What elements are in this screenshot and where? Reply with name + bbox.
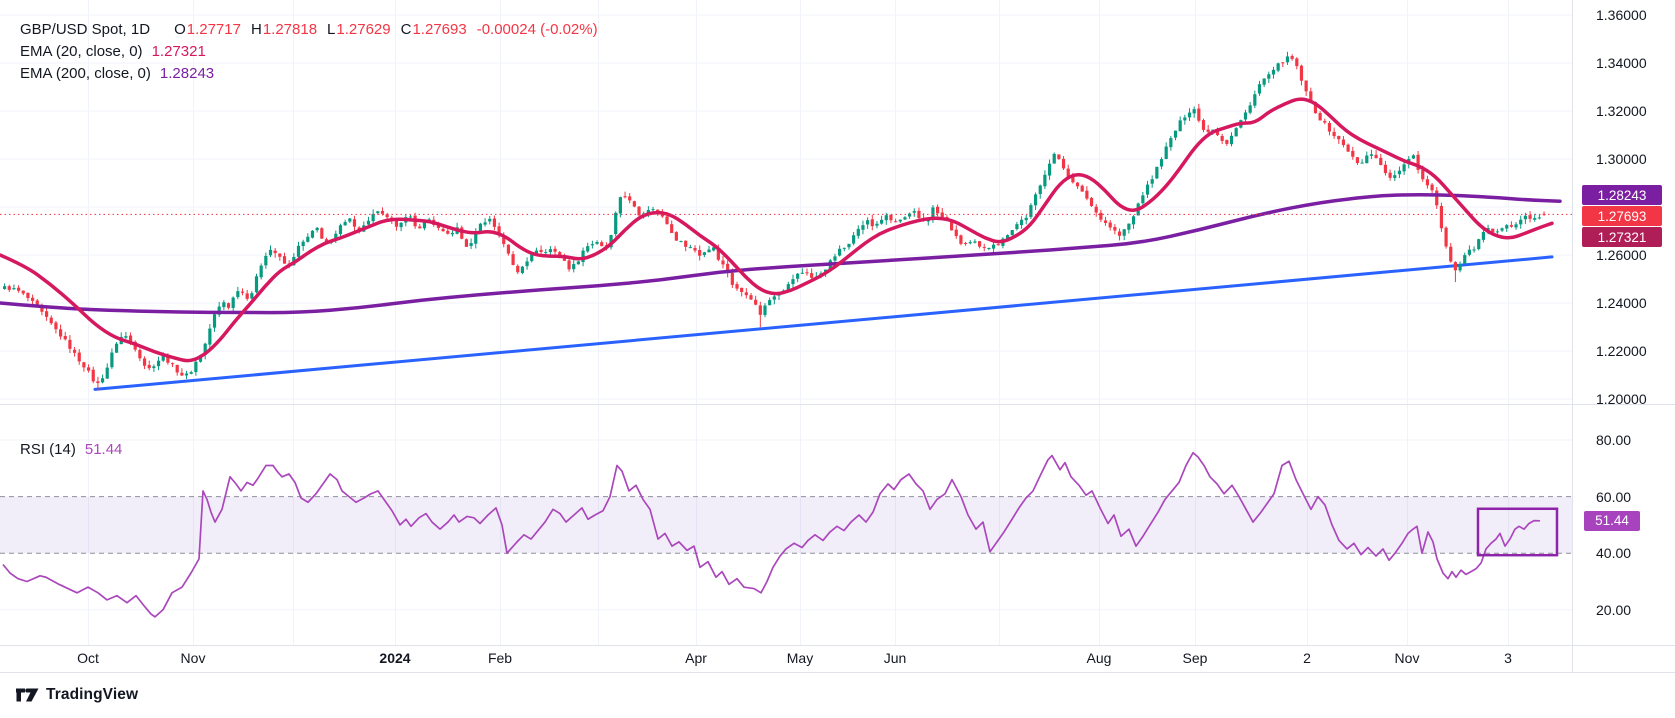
price-tick-label: 1.36000 <box>1596 7 1647 23</box>
low-value: L1.27629 <box>327 20 391 38</box>
ema200-value: 1.28243 <box>159 64 215 82</box>
ema200-legend-row[interactable]: EMA (200, close, 0) 1.28243 <box>20 62 598 84</box>
open-value: O1.27717 <box>174 20 241 38</box>
ema20-legend-row[interactable]: EMA (20, close, 0) 1.27321 <box>20 40 598 62</box>
price-tick-label: 1.30000 <box>1596 151 1647 167</box>
ema20-label: EMA (20, close, 0) <box>20 42 143 60</box>
time-axis-label: Sep <box>1182 650 1208 666</box>
price-tick-label: 1.32000 <box>1596 103 1647 119</box>
time-axis-label: 3 <box>1504 650 1512 666</box>
rsi-tick-label: 20.00 <box>1596 601 1632 618</box>
price-tick-label: 1.24000 <box>1596 295 1647 311</box>
price-tick-label: 1.22000 <box>1596 343 1647 359</box>
price-tick-label: 1.34000 <box>1596 55 1647 71</box>
rsi-legend-row[interactable]: RSI (14) 51.44 <box>20 441 122 458</box>
time-axis-label: 2 <box>1303 650 1311 666</box>
rsi-label: RSI (14) <box>20 441 76 458</box>
last-price-badge: 1.27693 <box>1582 206 1662 226</box>
time-axis-label: Nov <box>1394 650 1420 666</box>
symbol-title: GBP/USD Spot, 1D <box>20 20 151 38</box>
price-tick-label: 1.20000 <box>1596 391 1647 407</box>
high-value: H1.27818 <box>250 20 318 38</box>
rsi-tick-label: 40.00 <box>1596 545 1632 562</box>
close-value: C1.27693 <box>400 20 467 38</box>
rsi-value: 51.44 <box>84 441 123 458</box>
tradingview-wordmark: TradingView <box>46 686 139 703</box>
ema20-value: 1.27321 <box>151 42 206 60</box>
time-axis-label: May <box>786 650 814 666</box>
time-axis-label: 2024 <box>379 650 411 666</box>
time-axis-label: Feb <box>487 650 513 666</box>
time-axis-label: Aug <box>1086 650 1112 666</box>
chart-legend: GBP/USD Spot, 1D O1.27717 H1.27818 L1.27… <box>20 18 598 84</box>
tradingview-logo[interactable]: TradingView <box>16 686 138 704</box>
price-tick-label: 1.26000 <box>1596 247 1647 263</box>
ema200-label: EMA (200, close, 0) <box>20 64 151 82</box>
change-value: -0.00024 (-0.02%) <box>476 20 598 38</box>
ema200-price-badge: 1.28243 <box>1582 185 1662 205</box>
tradingview-glyph-icon <box>16 688 39 702</box>
time-axis-label: Oct <box>77 650 99 666</box>
time-axis-label: Apr <box>685 650 707 666</box>
rsi-tick-label: 60.00 <box>1596 488 1632 505</box>
time-axis-label: Nov <box>180 650 206 666</box>
symbol-legend-row[interactable]: GBP/USD Spot, 1D O1.27717 H1.27818 L1.27… <box>20 18 598 40</box>
ema20-price-badge: 1.27321 <box>1582 227 1662 247</box>
rsi-tick-label: 80.00 <box>1596 432 1632 448</box>
time-axis-label: Jun <box>883 650 907 666</box>
rsi-value-badge: 51.44 <box>1584 510 1640 531</box>
